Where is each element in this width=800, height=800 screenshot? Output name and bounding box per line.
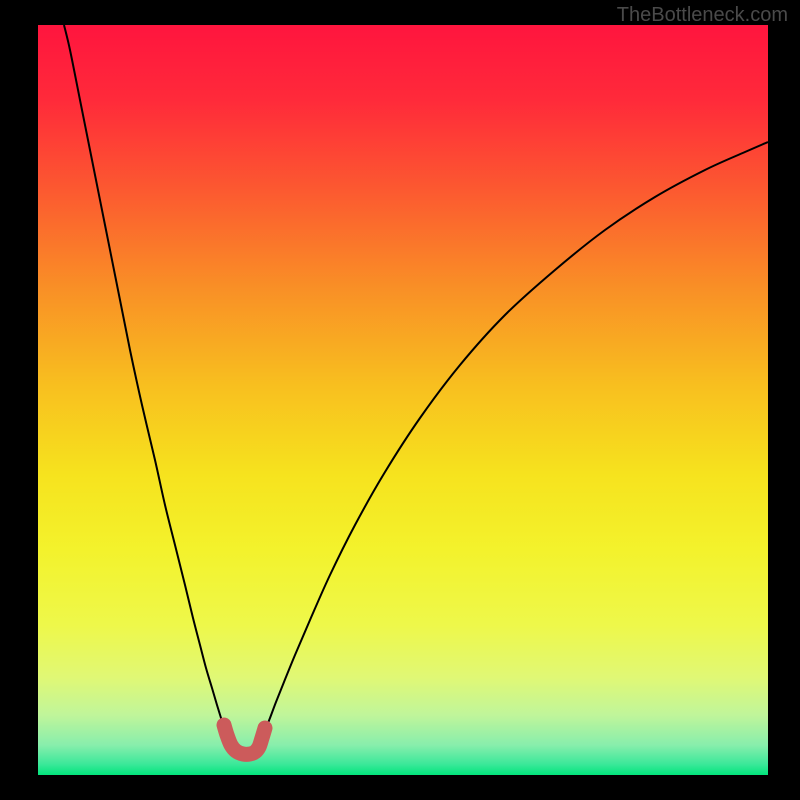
plot-area xyxy=(38,25,768,775)
curve-layer xyxy=(38,25,768,775)
right-curve xyxy=(263,142,768,735)
watermark-text: TheBottleneck.com xyxy=(617,4,788,27)
highlight-curve xyxy=(224,725,265,754)
left-curve xyxy=(64,25,227,735)
